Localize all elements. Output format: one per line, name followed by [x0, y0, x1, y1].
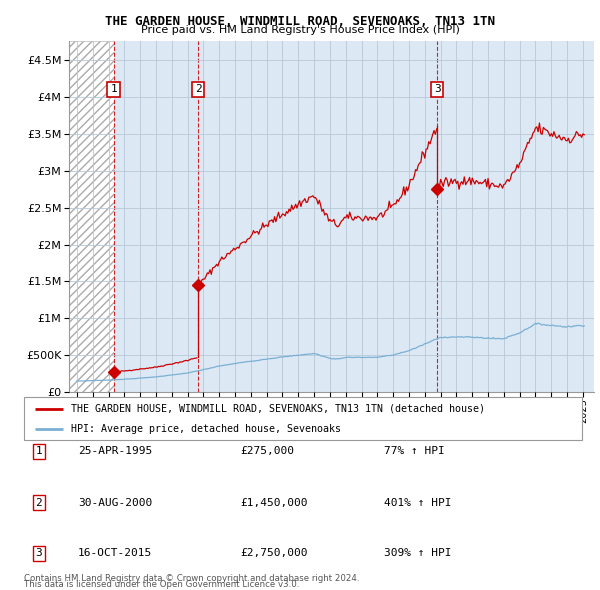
Text: THE GARDEN HOUSE, WINDMILL ROAD, SEVENOAKS, TN13 1TN (detached house): THE GARDEN HOUSE, WINDMILL ROAD, SEVENOA… — [71, 404, 485, 414]
Text: 1: 1 — [35, 447, 43, 456]
Text: 309% ↑ HPI: 309% ↑ HPI — [384, 549, 452, 558]
Text: 77% ↑ HPI: 77% ↑ HPI — [384, 447, 445, 456]
Bar — [113, 41, 594, 392]
Text: Contains HM Land Registry data © Crown copyright and database right 2024.: Contains HM Land Registry data © Crown c… — [24, 574, 359, 583]
Text: £2,750,000: £2,750,000 — [240, 549, 308, 558]
Text: 16-OCT-2015: 16-OCT-2015 — [78, 549, 152, 558]
Text: THE GARDEN HOUSE, WINDMILL ROAD, SEVENOAKS, TN13 1TN: THE GARDEN HOUSE, WINDMILL ROAD, SEVENOA… — [105, 15, 495, 28]
Text: 25-APR-1995: 25-APR-1995 — [78, 447, 152, 456]
Text: 1: 1 — [110, 84, 117, 94]
Text: 2: 2 — [35, 498, 43, 507]
Text: HPI: Average price, detached house, Sevenoaks: HPI: Average price, detached house, Seve… — [71, 424, 341, 434]
Text: 3: 3 — [35, 549, 43, 558]
Text: 30-AUG-2000: 30-AUG-2000 — [78, 498, 152, 507]
Text: This data is licensed under the Open Government Licence v3.0.: This data is licensed under the Open Gov… — [24, 581, 299, 589]
Text: 3: 3 — [434, 84, 440, 94]
Text: £1,450,000: £1,450,000 — [240, 498, 308, 507]
Text: Price paid vs. HM Land Registry's House Price Index (HPI): Price paid vs. HM Land Registry's House … — [140, 25, 460, 35]
Bar — [69, 41, 113, 392]
Text: 401% ↑ HPI: 401% ↑ HPI — [384, 498, 452, 507]
Text: 2: 2 — [194, 84, 202, 94]
Text: £275,000: £275,000 — [240, 447, 294, 456]
